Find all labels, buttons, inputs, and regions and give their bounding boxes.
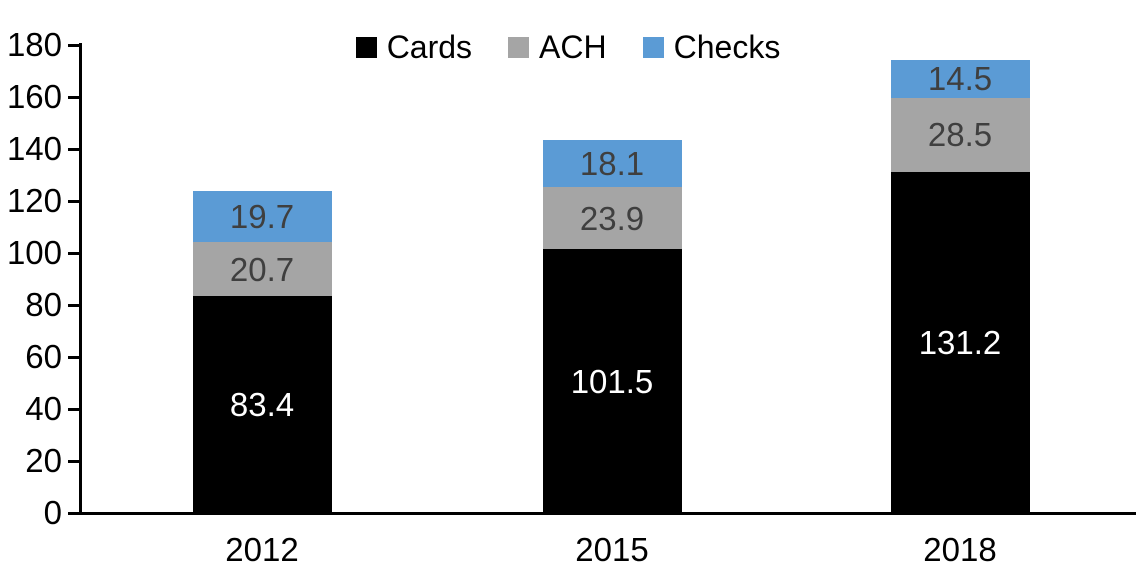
bar-value-label: 20.7 (229, 250, 295, 288)
bar-value-label: 101.5 (570, 362, 654, 400)
bar-segment-ach-2018: 28.5 (890, 97, 1030, 172)
legend-item-checks: Checks (642, 29, 781, 65)
y-axis-tick-label: 160 (6, 78, 62, 115)
chart-legend: Cards ACH Checks (0, 31, 1136, 63)
y-axis-tick (68, 407, 79, 411)
bar-segment-ach-2015: 23.9 (542, 186, 682, 250)
y-axis-tick-label: 0 (43, 494, 62, 531)
bar-value-label: 28.5 (927, 116, 993, 154)
y-axis-tick-label: 20 (25, 442, 62, 479)
legend-swatch-icon (642, 36, 664, 58)
x-axis-label-2012: 2012 (225, 531, 299, 568)
legend-item-ach: ACH (508, 31, 607, 63)
bar-segment-cards-2018: 131.2 (890, 171, 1030, 513)
y-axis-tick (68, 459, 79, 463)
legend-label: Checks (673, 29, 781, 65)
y-axis-tick (68, 251, 79, 255)
bar-value-label: 23.9 (579, 199, 645, 237)
y-axis-tick-label: 80 (25, 286, 62, 323)
bar-value-label: 131.2 (918, 323, 1002, 361)
y-axis-tick (68, 355, 79, 359)
y-axis-tick (68, 147, 79, 151)
y-axis-tick (68, 199, 79, 203)
bar-value-label: 18.1 (579, 144, 645, 182)
y-axis-tick-label: 40 (25, 390, 62, 427)
legend-label: Cards (386, 29, 473, 65)
x-axis-label-2018: 2018 (923, 531, 997, 568)
y-axis-tick-label: 180 (6, 26, 62, 63)
bar-segment-cards-2012: 83.4 (192, 296, 332, 513)
y-axis-tick-label: 140 (6, 130, 62, 167)
bar-value-label: 83.4 (229, 386, 295, 424)
y-axis-tick (68, 95, 79, 99)
legend-label: ACH (539, 29, 607, 65)
y-axis-tick (68, 43, 79, 47)
bar-segment-cards-2015: 101.5 (542, 249, 682, 513)
legend-item-cards: Cards (355, 29, 473, 65)
legend-swatch-icon (355, 36, 377, 58)
bar-segment-checks-2012: 19.7 (192, 191, 332, 243)
bar-segment-checks-2015: 18.1 (542, 139, 682, 187)
bar-value-label: 14.5 (927, 60, 993, 98)
y-axis-tick (68, 511, 79, 515)
y-axis-tick-label: 100 (6, 234, 62, 271)
bar-segment-checks-2018: 14.5 (890, 60, 1030, 98)
bar-segment-ach-2012: 20.7 (192, 242, 332, 297)
bar-value-label: 19.7 (229, 198, 295, 236)
legend-swatch-icon (508, 36, 530, 58)
y-axis-tick-label: 60 (25, 338, 62, 375)
y-axis-tick (68, 303, 79, 307)
x-axis-line (79, 512, 1136, 515)
x-axis-label-2015: 2015 (575, 531, 649, 568)
y-axis-line (79, 43, 82, 515)
y-axis-tick-label: 120 (6, 182, 62, 219)
